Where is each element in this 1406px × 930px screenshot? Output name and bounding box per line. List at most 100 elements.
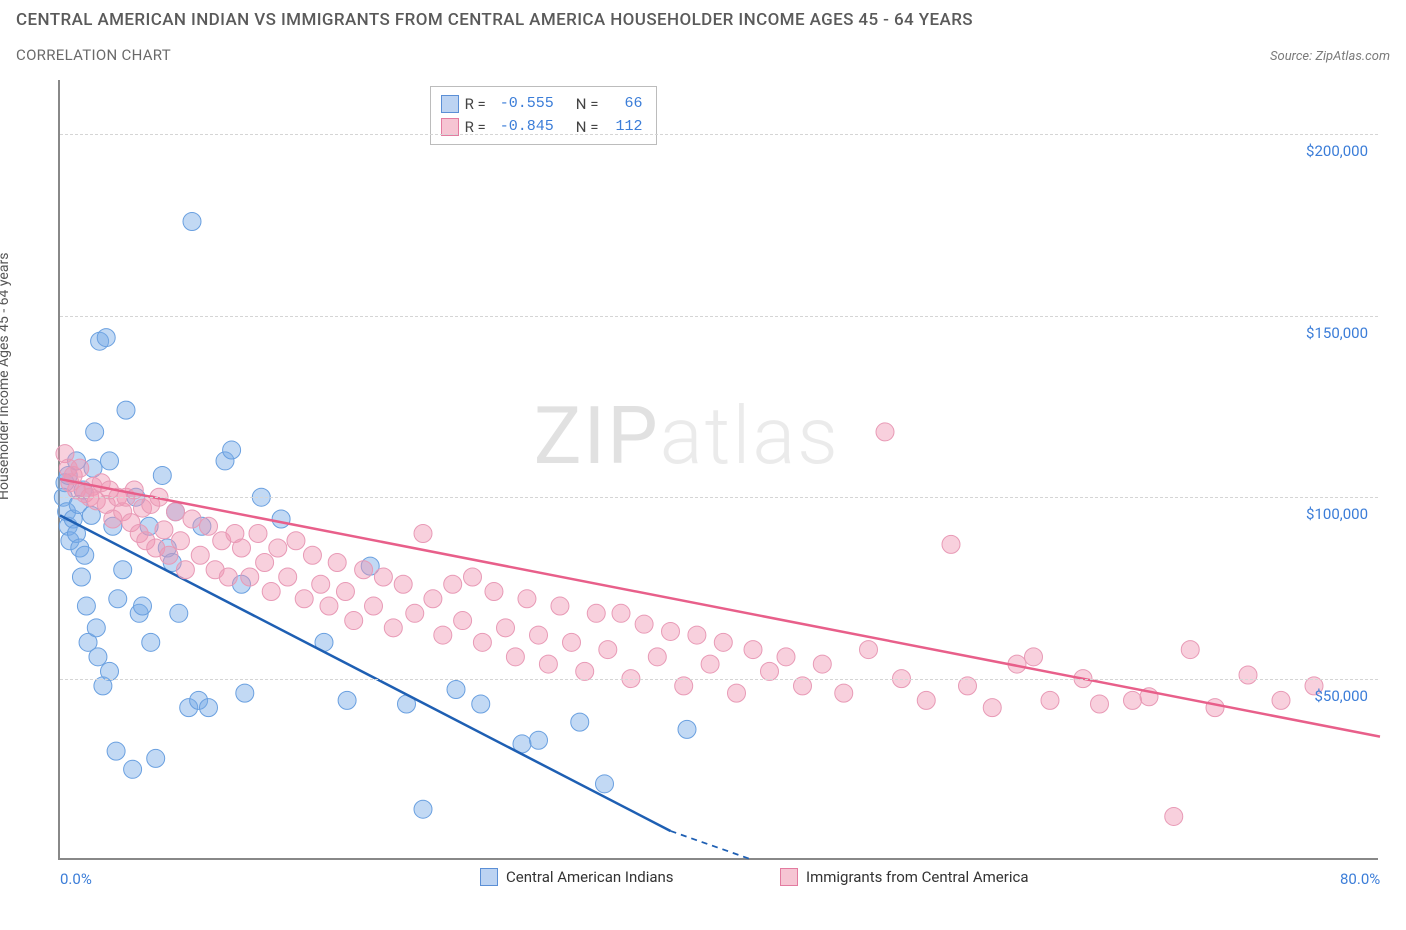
scatter-point bbox=[1041, 691, 1059, 709]
scatter-point bbox=[374, 568, 392, 586]
gridline bbox=[60, 134, 1378, 135]
subtitle-row: CORRELATION CHART Source: ZipAtlas.com bbox=[16, 46, 1390, 64]
scatter-point bbox=[612, 604, 630, 622]
scatter-point bbox=[648, 648, 666, 666]
scatter-point bbox=[1124, 691, 1142, 709]
x-tick-label: 80.0% bbox=[1340, 870, 1380, 888]
scatter-point bbox=[530, 626, 548, 644]
header: CENTRAL AMERICAN INDIAN VS IMMIGRANTS FR… bbox=[16, 10, 1390, 64]
scatter-point bbox=[917, 691, 935, 709]
scatter-point bbox=[223, 441, 241, 459]
scatter-point bbox=[117, 401, 135, 419]
scatter-point bbox=[249, 524, 267, 542]
scatter-point bbox=[320, 597, 338, 615]
scatter-point bbox=[336, 583, 354, 601]
scatter-point bbox=[414, 800, 432, 818]
scatter-point bbox=[183, 212, 201, 230]
scatter-point bbox=[241, 568, 259, 586]
legend-swatch bbox=[780, 868, 798, 886]
y-tick-label: $200,000 bbox=[1306, 142, 1368, 160]
legend-swatch bbox=[441, 118, 459, 136]
scatter-point bbox=[295, 590, 313, 608]
scatter-point bbox=[1025, 648, 1043, 666]
gridline bbox=[60, 679, 1378, 680]
scatter-point bbox=[160, 546, 178, 564]
scatter-point bbox=[447, 680, 465, 698]
scatter-point bbox=[406, 604, 424, 622]
source-credit: Source: ZipAtlas.com bbox=[1270, 49, 1390, 64]
scatter-point bbox=[678, 720, 696, 738]
plot-area: ZIPatlas R =-0.555N =66R =-0.845N =112 $… bbox=[58, 80, 1378, 860]
chart-container: Householder Income Ages 45 - 64 years ZI… bbox=[16, 80, 1390, 910]
scatter-point bbox=[183, 510, 201, 528]
chart-subtitle: CORRELATION CHART bbox=[16, 46, 171, 64]
scatter-point bbox=[153, 466, 171, 484]
trend-line-dashed bbox=[671, 831, 754, 860]
series-legend-label: Central American Indians bbox=[506, 868, 674, 886]
scatter-point bbox=[596, 775, 614, 793]
scatter-point bbox=[1206, 699, 1224, 717]
scatter-point bbox=[1165, 807, 1183, 825]
source-prefix: Source: bbox=[1270, 49, 1315, 64]
scatter-point bbox=[71, 459, 89, 477]
legend-swatch bbox=[480, 868, 498, 886]
scatter-point bbox=[518, 590, 536, 608]
scatter-point bbox=[303, 546, 321, 564]
scatter-point bbox=[744, 641, 762, 659]
legend-n-label: N = bbox=[576, 93, 599, 116]
scatter-point bbox=[497, 619, 515, 637]
series-legend-item: Immigrants from Central America bbox=[780, 868, 1029, 886]
stats-legend: R =-0.555N =66R =-0.845N =112 bbox=[430, 86, 658, 145]
gridline bbox=[60, 497, 1378, 498]
scatter-point bbox=[236, 684, 254, 702]
scatter-point bbox=[506, 648, 524, 666]
scatter-point bbox=[571, 713, 589, 731]
scatter-point bbox=[176, 561, 194, 579]
scatter-point bbox=[76, 546, 94, 564]
scatter-point bbox=[97, 329, 115, 347]
scatter-point bbox=[728, 684, 746, 702]
scatter-point bbox=[1181, 641, 1199, 659]
scatter-point bbox=[454, 612, 472, 630]
y-axis-label: Householder Income Ages 45 - 64 years bbox=[0, 253, 12, 500]
scatter-point bbox=[155, 521, 173, 539]
scatter-point bbox=[200, 699, 218, 717]
scatter-point bbox=[170, 604, 188, 622]
scatter-point bbox=[89, 648, 107, 666]
scatter-point bbox=[472, 695, 490, 713]
scatter-point bbox=[167, 503, 185, 521]
chart-title: CENTRAL AMERICAN INDIAN VS IMMIGRANTS FR… bbox=[16, 10, 1390, 30]
scatter-point bbox=[635, 615, 653, 633]
y-tick-label: $150,000 bbox=[1306, 324, 1368, 342]
scatter-point bbox=[473, 633, 491, 651]
scatter-point bbox=[563, 633, 581, 651]
scatter-point bbox=[835, 684, 853, 702]
x-tick-label: 0.0% bbox=[60, 870, 92, 888]
scatter-point bbox=[114, 561, 132, 579]
scatter-point bbox=[77, 597, 95, 615]
scatter-point bbox=[777, 648, 795, 666]
scatter-point bbox=[124, 760, 142, 778]
scatter-point bbox=[1239, 666, 1257, 684]
scatter-point bbox=[134, 597, 152, 615]
scatter-point bbox=[171, 532, 189, 550]
scatter-point bbox=[983, 699, 1001, 717]
legend-r-label: R = bbox=[465, 93, 486, 116]
scatter-point bbox=[312, 575, 330, 593]
scatter-point bbox=[942, 535, 960, 553]
scatter-point bbox=[485, 583, 503, 601]
scatter-point bbox=[86, 423, 104, 441]
scatter-point bbox=[147, 749, 165, 767]
trend-line bbox=[60, 479, 1380, 737]
stats-legend-row: R =-0.555N =66 bbox=[441, 93, 643, 116]
scatter-point bbox=[87, 619, 105, 637]
scatter-point bbox=[279, 568, 297, 586]
scatter-point bbox=[464, 568, 482, 586]
scatter-point bbox=[714, 633, 732, 651]
scatter-point bbox=[256, 554, 274, 572]
scatter-point bbox=[109, 590, 127, 608]
scatter-point bbox=[444, 575, 462, 593]
series-legend-item: Central American Indians bbox=[480, 868, 674, 886]
scatter-point bbox=[355, 561, 373, 579]
scatter-point bbox=[876, 423, 894, 441]
